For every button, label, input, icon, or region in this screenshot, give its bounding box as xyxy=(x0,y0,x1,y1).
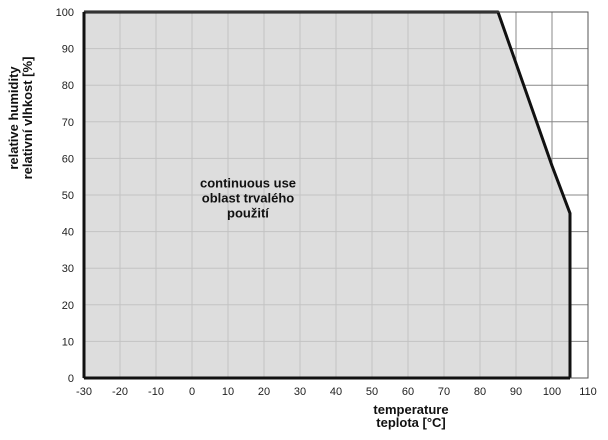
x-tick-label: 100 xyxy=(543,386,561,398)
y-tick-label: 20 xyxy=(62,300,74,312)
annotation-line: continuous use xyxy=(200,176,296,191)
x-tick-label: 40 xyxy=(330,386,342,398)
x-tick-label: 20 xyxy=(258,386,270,398)
y-tick-label: 60 xyxy=(62,153,74,165)
x-axis-ticks: -30 -20 -10 0 10 20 30 40 50 60 70 80 90 100 110 xyxy=(76,386,597,398)
y-tick-label: 30 xyxy=(62,263,74,275)
x-tick-label: 80 xyxy=(474,386,486,398)
x-tick-label: 0 xyxy=(189,386,195,398)
y-tick-label: 70 xyxy=(62,117,74,129)
y-axis-title-line: relativní vlhkost [%] xyxy=(20,57,35,180)
x-tick-label: 70 xyxy=(438,386,450,398)
x-tick-label: 10 xyxy=(222,386,234,398)
x-tick-label: -10 xyxy=(148,386,164,398)
y-tick-label: 10 xyxy=(62,336,74,348)
x-tick-label: 110 xyxy=(579,386,597,398)
y-axis-title-line: relative humidity xyxy=(6,66,21,170)
y-axis-ticks: 0 10 20 30 40 50 60 70 80 90 100 xyxy=(56,7,74,385)
x-tick-label: 60 xyxy=(402,386,414,398)
y-tick-label: 0 xyxy=(68,373,74,385)
x-axis-title-line: teplota [°C] xyxy=(376,415,445,430)
x-tick-label: 30 xyxy=(294,386,306,398)
x-tick-label: -20 xyxy=(112,386,128,398)
y-axis-title: relative humidity relativní vlhkost [%] xyxy=(6,57,35,180)
x-tick-label: -30 xyxy=(76,386,92,398)
x-axis-title-line: temperature xyxy=(373,402,448,417)
annotation-line: oblast trvalého xyxy=(202,191,295,206)
y-tick-label: 40 xyxy=(62,227,74,239)
y-tick-label: 90 xyxy=(62,44,74,56)
x-tick-label: 90 xyxy=(510,386,522,398)
y-tick-label: 50 xyxy=(62,190,74,202)
x-tick-label: 50 xyxy=(366,386,378,398)
y-tick-label: 100 xyxy=(56,7,74,19)
annotation-line: použití xyxy=(227,206,269,221)
continuous-use-area xyxy=(84,12,570,378)
y-tick-label: 80 xyxy=(62,80,74,92)
